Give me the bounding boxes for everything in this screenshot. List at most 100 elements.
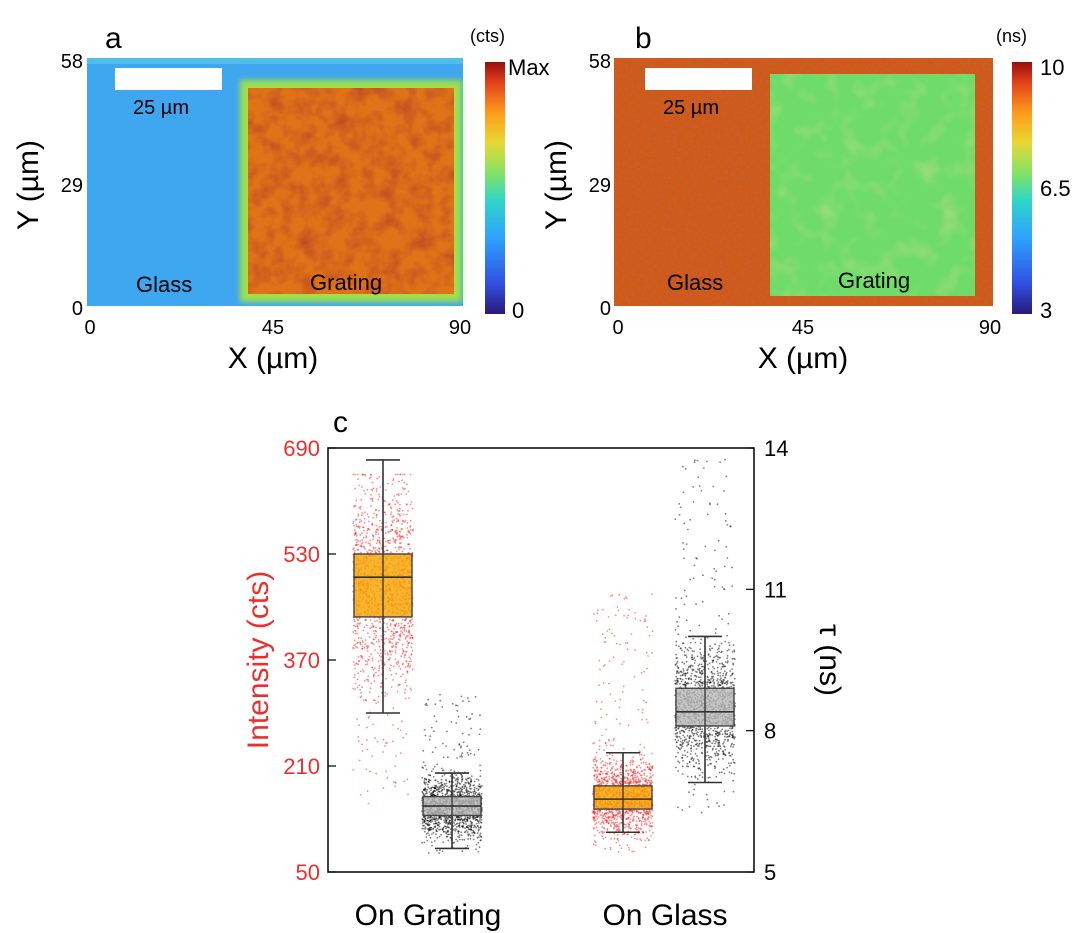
scatter-point xyxy=(715,760,718,763)
scatter-point xyxy=(378,645,381,648)
scatter-point xyxy=(689,753,692,755)
scatter-point xyxy=(646,766,649,769)
scatter-point xyxy=(634,617,637,620)
scatter-point xyxy=(368,715,371,718)
scatter-point xyxy=(390,686,393,688)
scatter-point xyxy=(365,541,367,544)
scatter-point xyxy=(441,775,444,777)
scatter-point xyxy=(390,635,392,637)
scatter-point xyxy=(428,781,431,784)
scatter-point xyxy=(435,789,438,792)
scatter-point xyxy=(428,787,431,790)
scatter-point xyxy=(425,778,428,781)
scatter-point xyxy=(359,505,362,508)
scatter-point xyxy=(629,768,632,771)
scatter-point xyxy=(648,820,651,823)
scatter-point xyxy=(353,620,356,623)
scatter-point xyxy=(650,782,653,785)
scatter-point xyxy=(712,485,715,488)
scatter-point xyxy=(408,633,411,635)
scatter-point xyxy=(435,816,437,819)
scatter-point xyxy=(620,814,623,817)
panel-b-xtick: 0 xyxy=(612,317,623,339)
scatter-point xyxy=(608,811,611,813)
scatter-point xyxy=(392,781,395,783)
scatter-point xyxy=(380,682,383,685)
scatter-point xyxy=(685,660,688,663)
scatter-point xyxy=(390,513,392,516)
scatter-point xyxy=(425,791,428,793)
scatter-point xyxy=(472,791,474,793)
scatter-point xyxy=(608,819,611,822)
scatter-point xyxy=(363,546,365,548)
scatter-point xyxy=(678,735,681,738)
scatter-point xyxy=(409,503,412,506)
scatter-point xyxy=(406,670,409,673)
scatter-point xyxy=(364,659,367,662)
scatter-point xyxy=(637,832,640,835)
scatter-point xyxy=(371,550,373,553)
scatter-point xyxy=(357,736,360,738)
scatter-point xyxy=(434,790,437,793)
scatter-point xyxy=(376,620,378,622)
scatter-point xyxy=(374,547,377,549)
scatter-point xyxy=(675,644,678,647)
panel-a-colorbar-tick: Max xyxy=(508,55,550,80)
scatter-point xyxy=(429,828,432,831)
scatter-point xyxy=(637,827,640,830)
scatter-point xyxy=(441,769,444,772)
scatter-point xyxy=(479,714,481,717)
scatter-point xyxy=(474,793,477,795)
scatter-point xyxy=(626,817,628,820)
scatter-point xyxy=(361,473,364,476)
scatter-point xyxy=(440,833,442,836)
scatter-point xyxy=(647,839,650,841)
scatter-point xyxy=(730,674,732,677)
scatter-point xyxy=(606,811,609,814)
scatter-point xyxy=(707,776,710,779)
scatter-point xyxy=(693,680,696,683)
scatter-point xyxy=(605,713,608,716)
scatter-point xyxy=(716,658,719,661)
scatter-point xyxy=(438,782,440,785)
scatter-point xyxy=(638,764,640,767)
scatter-point xyxy=(402,649,405,652)
scatter-point xyxy=(409,658,412,660)
scatter-point xyxy=(609,816,611,819)
scatter-point xyxy=(389,623,392,625)
scatter-point xyxy=(390,664,392,667)
scatter-point xyxy=(406,527,409,529)
scatter-point xyxy=(473,788,476,791)
scatter-point xyxy=(399,675,402,678)
scatter-point xyxy=(644,619,647,622)
scatter-point xyxy=(444,817,447,820)
scatter-point xyxy=(392,724,394,726)
scatter-point xyxy=(609,595,612,597)
scatter-point xyxy=(463,787,466,790)
scatter-point xyxy=(731,668,733,670)
scatter-point xyxy=(616,821,619,824)
scatter-point xyxy=(469,820,472,822)
scatter-point xyxy=(726,634,728,637)
scatter-point xyxy=(379,621,381,623)
scatter-point xyxy=(595,779,598,781)
scatter-point xyxy=(434,779,437,781)
scatter-point xyxy=(598,748,601,751)
scatter-point xyxy=(454,783,457,786)
scatter-point xyxy=(642,783,644,786)
scatter-point xyxy=(636,775,639,778)
panel-a-letter: a xyxy=(105,22,122,55)
scatter-point xyxy=(593,760,595,763)
scatter-point xyxy=(444,825,447,828)
scatter-point xyxy=(394,530,396,533)
scatter-point xyxy=(395,672,397,675)
scatter-point xyxy=(476,816,479,818)
scatter-point xyxy=(694,752,697,755)
scatter-point xyxy=(627,774,630,777)
scatter-point xyxy=(466,816,469,818)
scatter-point xyxy=(716,651,719,654)
scatter-point xyxy=(455,722,458,724)
scatter-point xyxy=(363,647,366,649)
scatter-point xyxy=(676,683,678,685)
scatter-point xyxy=(471,713,473,715)
